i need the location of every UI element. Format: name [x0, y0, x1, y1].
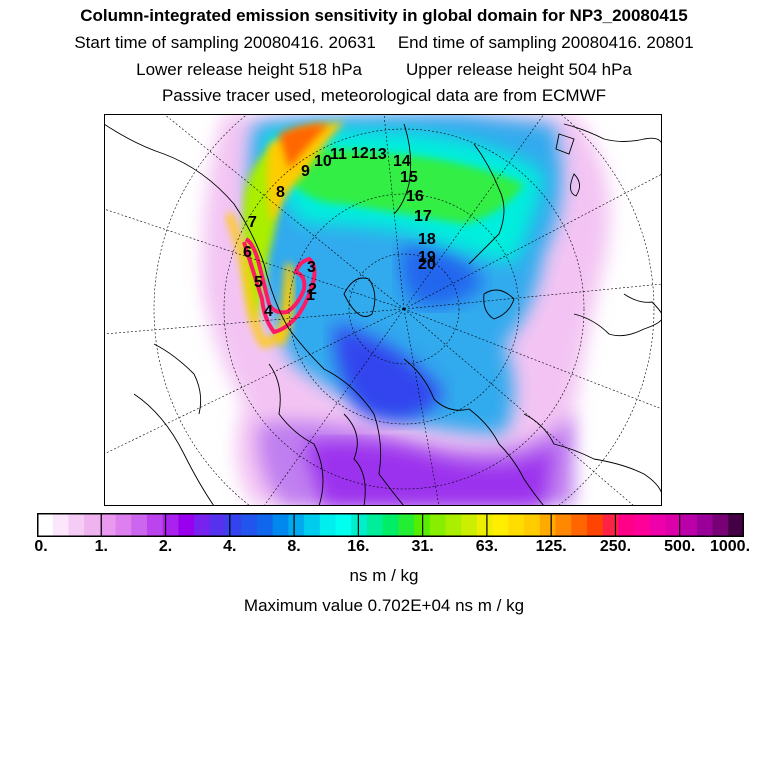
- colorbar-swatch: [162, 513, 179, 537]
- sampling-times: Start time of sampling 20080416. 20631 En…: [0, 33, 768, 53]
- colorbar-swatch: [178, 513, 195, 537]
- colorbar-swatch: [712, 513, 729, 537]
- plot-title: Column-integrated emission sensitivity i…: [80, 6, 688, 25]
- maximum-value-label: Maximum value 0.702E+04 ns m / kg: [243, 596, 525, 615]
- colorbar-swatch: [37, 513, 54, 537]
- colorbar-swatch: [429, 513, 446, 537]
- trajectory-label: 8: [276, 184, 285, 201]
- trajectory-label: 11: [330, 146, 347, 163]
- trajectory-label: 5: [254, 274, 263, 291]
- trajectory-label: 2: [308, 281, 317, 298]
- trajectory-label: 7: [248, 214, 257, 231]
- trajectory-label: 13: [369, 146, 387, 163]
- colorbar-swatch: [382, 513, 399, 537]
- trajectory-label: 14: [393, 153, 411, 170]
- colorbar-swatch: [539, 513, 556, 537]
- colorbar-swatch: [84, 513, 101, 537]
- trajectory-label: 19: [418, 249, 436, 266]
- colorbar-swatch: [335, 513, 352, 537]
- colorbar-tick-label: 63.: [475, 538, 499, 555]
- colorbar-swatch: [728, 513, 744, 537]
- colorbar-swatch: [366, 513, 384, 537]
- colorbar-unit: ns m / kg: [349, 566, 419, 585]
- high-sensitivity-band: [242, 237, 317, 335]
- colorbar-swatch: [461, 513, 478, 537]
- colorbar-swatch: [476, 513, 494, 537]
- colorbar-tick-label: 4.: [223, 538, 237, 555]
- trajectory-label: 12: [351, 145, 369, 162]
- colorbar-tick-label: 1000.: [709, 538, 751, 555]
- trajectory-label: 10: [314, 153, 332, 170]
- colorbar-swatch: [52, 513, 69, 537]
- colorbar-swatch: [351, 513, 368, 537]
- trajectory-label: 20: [418, 256, 436, 273]
- colorbar-swatch: [241, 513, 258, 537]
- colorbar-swatch: [445, 513, 462, 537]
- trajectory-label: 16: [406, 188, 424, 205]
- colorbar-swatch: [194, 513, 211, 537]
- colorbar-swatch: [586, 513, 603, 537]
- release-heights: Lower release height 518 hPa Upper releas…: [0, 60, 768, 80]
- colorbar-tick-label: 1.: [94, 538, 108, 555]
- trajectory-label: 4: [264, 303, 273, 320]
- colorbar-tick-label: 31.: [411, 538, 434, 555]
- upper-height-label: Upper release height 504 hPa: [406, 60, 632, 79]
- colorbar-swatch: [115, 513, 132, 537]
- trajectory-label: 15: [400, 169, 418, 186]
- colorbar-swatch: [288, 513, 305, 537]
- colorbar-tick-label: 250.: [599, 538, 632, 555]
- colorbar-tick-label: 125.: [535, 538, 567, 555]
- colorbar-border: [37, 513, 744, 537]
- start-time-label: Start time of sampling 20080416. 20631: [74, 33, 376, 52]
- colorbar-swatch: [209, 513, 226, 537]
- colorbar-swatch: [398, 513, 415, 537]
- lower-height-label: Lower release height 518 hPa: [136, 60, 362, 79]
- colorbar-swatch: [68, 513, 85, 537]
- trajectory-label: 6: [243, 244, 252, 261]
- colorbar-ticks: 0. 1. 2. 4. 8. 16. 31. 63. 125. 250. 500. 1000.: [0, 538, 768, 558]
- colorbar-swatch: [696, 513, 713, 537]
- colorbar-swatch: [555, 513, 572, 537]
- sensitivity-field: [203, 114, 610, 506]
- colorbar-swatch: [131, 513, 148, 537]
- colorbar-swatch: [225, 513, 242, 537]
- trajectory-label: 1: [306, 287, 315, 304]
- colorbar-tick-label: 2.: [158, 538, 173, 555]
- trajectory-label: 17: [414, 208, 432, 225]
- colorbar-tick-label: 8.: [287, 538, 301, 555]
- colorbar-swatch: [146, 513, 164, 537]
- colorbar-swatch: [524, 513, 541, 537]
- colorbar: [37, 513, 744, 537]
- colorbar-swatch: [602, 513, 619, 537]
- colorbar-swatch: [272, 513, 289, 537]
- coastlines: [104, 123, 662, 506]
- tracer-info: Passive tracer used, meteorological data…: [161, 86, 607, 105]
- colorbar-swatch: [319, 513, 336, 537]
- colorbar-swatch: [618, 513, 635, 537]
- colorbar-swatch: [256, 513, 274, 537]
- colorbar-swatch: [649, 513, 666, 537]
- trajectory-label: 18: [418, 231, 436, 248]
- colorbar-swatch: [492, 513, 509, 537]
- colorbar-swatch: [304, 513, 321, 537]
- colorbar-swatch: [681, 513, 698, 537]
- colorbar-swatch: [665, 513, 682, 537]
- colorbar-swatch: [571, 513, 588, 537]
- colorbar-swatch: [99, 513, 116, 537]
- trajectory-label: 9: [301, 163, 310, 180]
- end-time-label: End time of sampling 20080416. 20801: [397, 33, 694, 52]
- colorbar-swatch: [634, 513, 651, 537]
- graticule: [104, 114, 662, 506]
- trajectory-label: 3: [307, 259, 316, 276]
- colorbar-tick-label: 500.: [664, 538, 696, 555]
- colorbar-tick-label: 16.: [347, 538, 370, 555]
- colorbar-tick-label: 0.: [34, 538, 48, 555]
- colorbar-swatch: [508, 513, 525, 537]
